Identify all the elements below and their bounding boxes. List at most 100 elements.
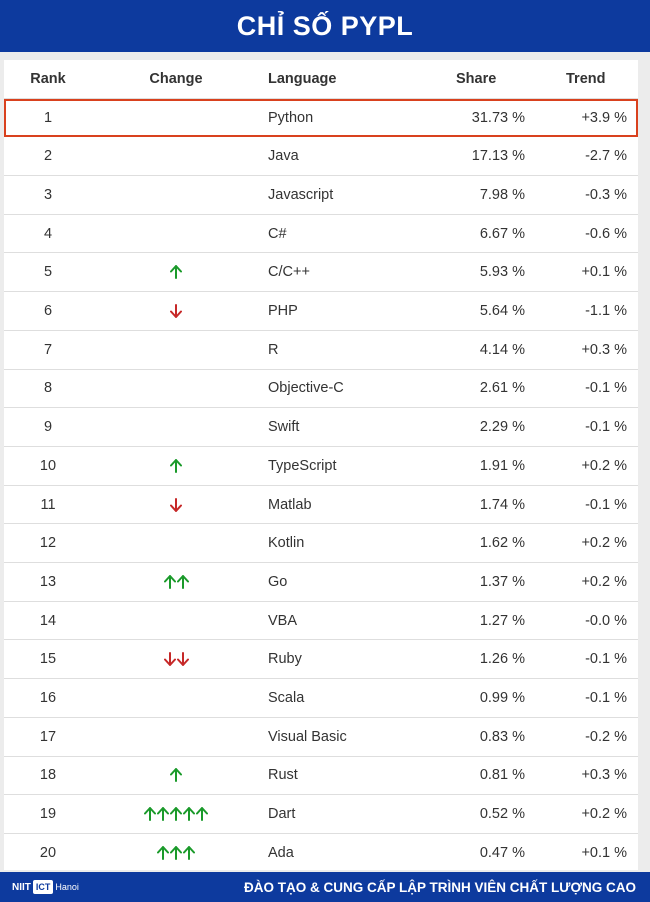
language-cell: Dart <box>268 806 296 823</box>
language-cell: Go <box>268 573 288 590</box>
arrow-up-icon <box>157 845 169 860</box>
table-row[interactable]: 19 Dart 0.52 % +0.2 % <box>4 795 638 834</box>
table-row[interactable]: 2 Java 17.13 % -2.7 % <box>4 137 638 177</box>
table-row[interactable]: 1 Python 31.73 % +3.9 % <box>4 98 638 138</box>
share-cell: 6.67 % <box>479 225 525 242</box>
language-cell: Visual Basic <box>268 728 347 745</box>
table-row[interactable]: 7 R 4.14 % +0.3 % <box>4 331 638 370</box>
footer-bar: NIIT ICT Hanoi ĐÀO TẠO & CUNG CẤP LẬP TR… <box>0 872 650 902</box>
rank-cell: 2 <box>43 148 53 165</box>
change-cell <box>114 602 238 640</box>
change-cell <box>114 137 238 175</box>
share-cell: 1.27 % <box>479 612 525 629</box>
footer-tagline: ĐÀO TẠO & CUNG CẤP LẬP TRÌNH VIÊN CHẤT L… <box>244 879 636 895</box>
arrow-up-icon <box>170 845 182 860</box>
table-row[interactable]: 15 Ruby 1.26 % -0.1 % <box>4 641 638 680</box>
trend-cell: +0.2 % <box>581 457 627 474</box>
share-cell: 1.74 % <box>479 496 525 513</box>
arrow-down-icon <box>163 652 176 667</box>
language-cell: Python <box>268 109 314 126</box>
trend-cell: -0.1 % <box>585 380 627 397</box>
rank-cell: 7 <box>43 341 53 358</box>
arrow-up-icon <box>183 807 195 822</box>
arrow-up-icon <box>183 845 195 860</box>
share-cell: 5.64 % <box>479 303 525 320</box>
share-cell: 7.98 % <box>479 186 525 203</box>
trend-cell: -0.0 % <box>585 612 627 629</box>
share-cell: 1.37 % <box>479 573 525 590</box>
arrow-up-icon <box>196 807 208 822</box>
arrow-up-icon <box>170 458 182 473</box>
arrow-down-icon <box>170 304 182 319</box>
table-row[interactable]: 3 Javascript 7.98 % -0.3 % <box>4 176 638 215</box>
change-cell <box>114 370 238 408</box>
share-cell: 17.13 % <box>471 148 525 165</box>
rank-cell: 20 <box>39 844 57 861</box>
logo-subtitle: Hanoi <box>55 882 79 892</box>
column-header-language[interactable]: Language <box>268 70 337 87</box>
language-cell: C# <box>268 225 287 242</box>
change-cell <box>114 524 238 562</box>
table-row[interactable]: 10 TypeScript 1.91 % +0.2 % <box>4 447 638 486</box>
change-arrows <box>144 807 208 822</box>
trend-cell: -0.3 % <box>585 186 627 203</box>
rank-cell: 6 <box>43 303 53 320</box>
table-row[interactable]: 9 Swift 2.29 % -0.1 % <box>4 408 638 447</box>
change-cell <box>114 254 238 292</box>
table-row[interactable]: 20 Ada 0.47 % +0.1 % <box>4 834 638 873</box>
arrow-up-icon <box>144 807 156 822</box>
table-row[interactable]: 14 VBA 1.27 % -0.0 % <box>4 602 638 641</box>
trend-cell: +0.2 % <box>581 535 627 552</box>
table-row[interactable]: 8 Objective-C 2.61 % -0.1 % <box>4 370 638 409</box>
column-header-rank[interactable]: Rank <box>30 70 66 87</box>
rank-cell: 9 <box>43 419 53 436</box>
language-cell: Ada <box>268 844 294 861</box>
change-cell <box>114 486 238 524</box>
table-row[interactable]: 13 Go 1.37 % +0.2 % <box>4 563 638 602</box>
rank-cell: 4 <box>43 225 53 242</box>
share-cell: 31.73 % <box>471 109 525 126</box>
rank-cell: 3 <box>43 186 53 203</box>
rank-cell: 10 <box>39 457 57 474</box>
language-cell: Javascript <box>268 186 334 203</box>
share-cell: 2.61 % <box>479 380 525 397</box>
arrow-up-icon <box>170 265 182 280</box>
table-row[interactable]: 5 C/C++ 5.93 % +0.1 % <box>4 254 638 293</box>
trend-cell: +0.1 % <box>581 844 627 861</box>
table-row[interactable]: 4 C# 6.67 % -0.6 % <box>4 215 638 254</box>
logo-badge: ICT <box>32 880 54 894</box>
change-arrows <box>170 304 182 319</box>
change-cell <box>114 292 238 330</box>
table-row[interactable]: 18 Rust 0.81 % +0.3 % <box>4 757 638 796</box>
table-row[interactable]: 11 Matlab 1.74 % -0.1 % <box>4 486 638 525</box>
pypl-table: Rank Change Language Share Trend 1 Python… <box>4 60 638 873</box>
rank-cell: 8 <box>43 380 53 397</box>
change-arrows <box>170 768 182 783</box>
column-header-share[interactable]: Share <box>456 70 497 87</box>
rank-cell: 14 <box>39 612 57 629</box>
change-cell <box>114 795 238 833</box>
arrow-up-icon <box>157 807 169 822</box>
column-header-trend[interactable]: Trend <box>566 70 606 87</box>
table-row[interactable]: 6 PHP 5.64 % -1.1 % <box>4 292 638 331</box>
share-cell: 0.52 % <box>479 806 525 823</box>
share-cell: 5.93 % <box>479 264 525 281</box>
table-row[interactable]: 17 Visual Basic 0.83 % -0.2 % <box>4 718 638 757</box>
trend-cell: -0.2 % <box>585 728 627 745</box>
logo-text: NIIT <box>12 881 31 893</box>
table-row[interactable]: 16 Scala 0.99 % -0.1 % <box>4 679 638 718</box>
share-cell: 2.29 % <box>479 419 525 436</box>
trend-cell: +0.3 % <box>581 341 627 358</box>
trend-cell: +0.3 % <box>581 767 627 784</box>
share-cell: 0.99 % <box>479 690 525 707</box>
change-arrows <box>170 458 182 473</box>
share-cell: 0.81 % <box>479 767 525 784</box>
language-cell: R <box>268 341 279 358</box>
share-cell: 1.26 % <box>479 651 525 668</box>
change-cell <box>114 834 238 872</box>
column-header-change[interactable]: Change <box>149 70 203 87</box>
table-row[interactable]: 12 Kotlin 1.62 % +0.2 % <box>4 524 638 564</box>
rank-cell: 15 <box>39 651 57 668</box>
rank-cell: 1 <box>43 109 53 126</box>
change-cell <box>114 757 238 795</box>
